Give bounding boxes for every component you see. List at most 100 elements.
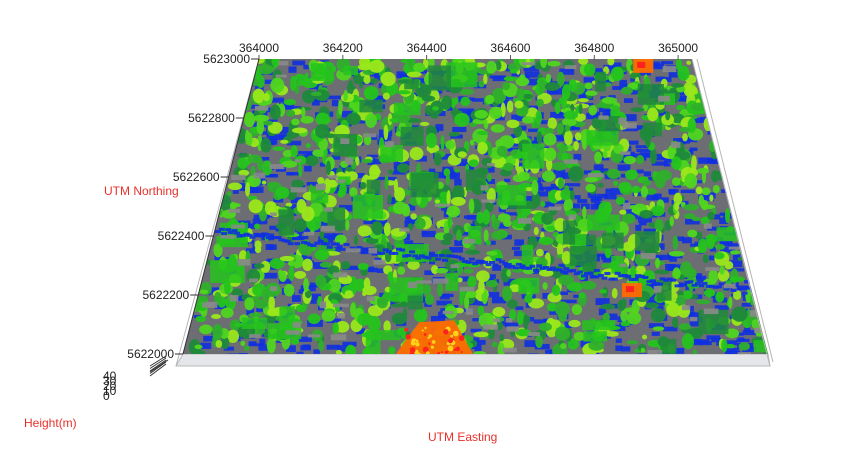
cloud-point-low xyxy=(590,203,604,210)
cloud-point-vegetation xyxy=(497,342,505,354)
cloud-point-vegetation xyxy=(540,201,546,207)
cloud-point-vegetation xyxy=(544,81,560,91)
cloud-point-low xyxy=(223,346,235,351)
cloud-point-low xyxy=(246,187,259,194)
cloud-point-vegetation xyxy=(569,190,575,201)
cloud-point-ground xyxy=(220,235,236,239)
cloud-point-vegetation xyxy=(457,151,467,158)
cloud-point-street xyxy=(632,278,639,282)
cloud-point-low xyxy=(265,119,278,124)
cloud-hotspot-point xyxy=(460,351,463,354)
cloud-building xyxy=(445,273,459,291)
cloud-point-low xyxy=(302,344,311,350)
cloud-point-vegetation xyxy=(283,284,295,297)
cloud-point-ground xyxy=(671,141,681,148)
cloud-point-low xyxy=(503,278,516,286)
cloud-point-low xyxy=(238,353,248,354)
cloud-point-vegetation xyxy=(290,144,298,158)
cloud-point-low xyxy=(521,196,535,203)
cloud-point-street xyxy=(587,271,594,275)
cloud-point-street xyxy=(317,240,324,244)
cloud-point-vegetation xyxy=(501,286,513,302)
cloud-point-street xyxy=(323,242,330,246)
cloud-point-low xyxy=(663,156,677,163)
cloud-point-ground xyxy=(505,318,513,323)
cloud-point-vegetation xyxy=(383,124,389,140)
cloud-point-vegetation xyxy=(244,297,255,311)
cloud-point-vegetation xyxy=(654,218,664,232)
cloud-point-vegetation xyxy=(558,177,565,189)
cloud-point-low xyxy=(635,224,642,231)
cloud-hotspot-point xyxy=(415,342,420,347)
cloud-point-low xyxy=(692,275,707,283)
cloud-point-low xyxy=(438,153,454,160)
cloud-point-vegetation xyxy=(251,79,261,87)
cloud-point-ground xyxy=(330,334,347,341)
cloud-point-vegetation xyxy=(431,265,439,275)
cloud-point-vegetation xyxy=(540,59,548,69)
cloud-point-ground xyxy=(442,310,454,315)
cloud-hotspot-point xyxy=(408,351,415,354)
cloud-hotspot-point xyxy=(455,346,461,352)
cloud-point-vegetation xyxy=(536,98,544,108)
cloud-building xyxy=(660,338,677,354)
cloud-point-vegetation xyxy=(515,328,532,337)
cloud-point-vegetation xyxy=(676,294,686,307)
cloud-point-ground xyxy=(517,217,532,224)
cloud-point-vegetation xyxy=(641,334,648,340)
cloud-point-street xyxy=(455,255,462,259)
cloud-point-low xyxy=(428,261,436,265)
cloud-point-vegetation xyxy=(304,290,312,299)
cloud-point-ground xyxy=(619,263,627,267)
cloud-point-vegetation xyxy=(714,243,726,250)
cloud-point-vegetation xyxy=(611,288,618,299)
cloud-point-vegetation xyxy=(262,160,273,176)
cloud-point-low xyxy=(735,332,744,336)
cloud-point-vegetation xyxy=(421,284,432,296)
cloud-point-vegetation xyxy=(282,149,294,158)
cloud-point-street xyxy=(546,267,553,271)
cloud-point-low xyxy=(550,183,564,190)
cloud-hotspot-point xyxy=(452,330,459,337)
cloud-point-vegetation xyxy=(687,229,698,238)
cloud-point-ground xyxy=(619,151,631,155)
cloud-hotspot-point xyxy=(410,340,416,346)
cloud-point-street xyxy=(584,272,591,276)
cloud-point-vegetation xyxy=(725,343,736,349)
cloud-point-vegetation xyxy=(571,304,583,315)
cloud-point-vegetation xyxy=(318,339,324,352)
cloud-point-low xyxy=(706,335,720,340)
cloud-point-vegetation xyxy=(371,221,383,234)
cloud-point-street xyxy=(452,254,459,258)
cloud-point-street xyxy=(336,245,343,249)
cloud-point-ground xyxy=(231,174,246,181)
cloud-point-low xyxy=(355,173,365,179)
cloud-point-street xyxy=(691,283,698,287)
cloud-point-vegetation xyxy=(547,60,561,67)
cloud-point-vegetation xyxy=(285,202,293,207)
cloud-point-ground xyxy=(202,302,215,308)
cloud-point-low xyxy=(300,227,311,232)
cloud-point-street xyxy=(659,277,666,281)
cloud-point-vegetation xyxy=(598,201,612,218)
cloud-point-vegetation xyxy=(554,101,561,115)
cloud-point-vegetation xyxy=(359,82,364,89)
x-axis: 364000 364200 364400 364600 364800 365000 xyxy=(239,41,698,60)
cloud-point-low xyxy=(653,63,665,70)
cloud-point-street xyxy=(657,282,664,286)
cloud-point-vegetation xyxy=(645,134,651,148)
cloud-point-vegetation xyxy=(509,309,517,321)
cloud-point-low xyxy=(475,339,486,345)
cloud-point-vegetation xyxy=(332,322,339,335)
cloud-point-vegetation xyxy=(319,261,332,268)
cloud-point-vegetation xyxy=(668,250,685,257)
cloud-building xyxy=(611,255,624,274)
cloud-point-ground xyxy=(373,259,386,265)
right-edge-line xyxy=(691,58,771,367)
cloud-point-low xyxy=(543,201,555,208)
cloud-point-vegetation xyxy=(496,145,508,157)
cloud-point-vegetation xyxy=(478,80,485,88)
cloud-point-low xyxy=(595,298,610,306)
cloud-point-low xyxy=(689,117,703,124)
